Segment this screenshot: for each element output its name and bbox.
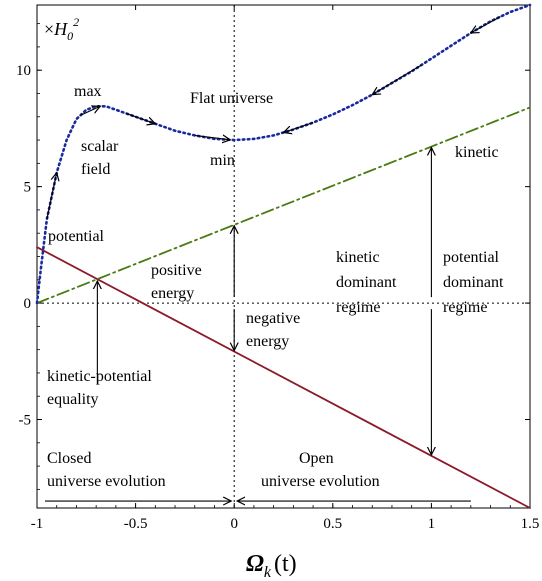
arrow-scalar-flow-2 [284, 122, 314, 133]
label-kinetic-dominant-3: regime [336, 299, 380, 316]
series-line-scalar-field [35, 3, 532, 305]
y-tick-label: 10 [16, 63, 31, 79]
x-tick-label: -1 [31, 516, 44, 532]
arrow-scalar-flow-4 [125, 112, 156, 123]
y-tick-label: 5 [24, 180, 32, 196]
y-unit-sub: 0 [67, 29, 73, 43]
label-potential: potential [48, 228, 105, 245]
label-potential-dominant-2: dominant [443, 274, 504, 291]
y-tick-label: 0 [24, 296, 32, 312]
y-unit-prefix: × [44, 19, 54, 39]
series-line-kinetic [36, 106, 531, 304]
label-kinetic: kinetic [455, 144, 499, 161]
label-negative: negative [246, 310, 300, 327]
label-negative-energy: energy [246, 333, 289, 350]
label-field: field [81, 161, 110, 178]
arrow-scalar-flow-5 [80, 106, 100, 116]
arrow-scalar-flow-1 [372, 64, 422, 95]
series-line-potential [36, 246, 531, 509]
label-open-evolution: universe evolution [261, 473, 380, 490]
x-label-sub: k [264, 564, 272, 581]
x-tick-label: 1.5 [521, 516, 540, 532]
annotation-texts: max Flat universe scalar field min kinet… [47, 83, 504, 490]
label-closed-evolution: universe evolution [47, 473, 166, 490]
x-tick-label: -0.5 [124, 516, 148, 532]
label-flat-universe: Flat universe [190, 90, 273, 107]
arrow-scalar-flow-0 [471, 16, 501, 33]
label-kp-equality-1: kinetic-potential [47, 368, 152, 385]
data-series [35, 3, 532, 509]
annotation-arrows [45, 16, 501, 501]
label-potential-dominant-3: regime [443, 299, 487, 316]
label-closed: Closed [47, 450, 91, 467]
label-max: max [74, 83, 102, 100]
label-kp-equality-2: equality [47, 391, 99, 408]
label-potential-dominant-1: potential [443, 249, 500, 266]
label-min: min [210, 152, 235, 169]
arrow-scalar-flow-6 [46, 173, 57, 220]
x-label-symbol: Ω [246, 551, 264, 577]
y-tick-label: -5 [19, 413, 32, 429]
y-unit-label: ×H02 [44, 15, 79, 43]
label-positive-energy: energy [151, 285, 194, 302]
x-tick-label: 1 [428, 516, 436, 532]
y-unit-symbol: H [53, 19, 68, 39]
label-positive: positive [151, 262, 202, 279]
label-kinetic-dominant-2: dominant [336, 274, 397, 291]
label-open: Open [299, 450, 334, 467]
x-tick-label: 0 [230, 516, 238, 532]
x-axis-label: Ωk (t) [246, 551, 297, 581]
label-scalar: scalar [81, 138, 119, 155]
y-unit-sup: 2 [73, 15, 79, 29]
x-tick-label: 0.5 [323, 516, 342, 532]
arrow-scalar-flow-3 [194, 135, 230, 139]
label-kinetic-dominant-1: kinetic [336, 249, 380, 266]
axis-ticks: -1 -0.5 0 0.5 1 1.5 -5 0 5 10 [16, 5, 539, 532]
x-label-arg: (t) [274, 551, 297, 577]
